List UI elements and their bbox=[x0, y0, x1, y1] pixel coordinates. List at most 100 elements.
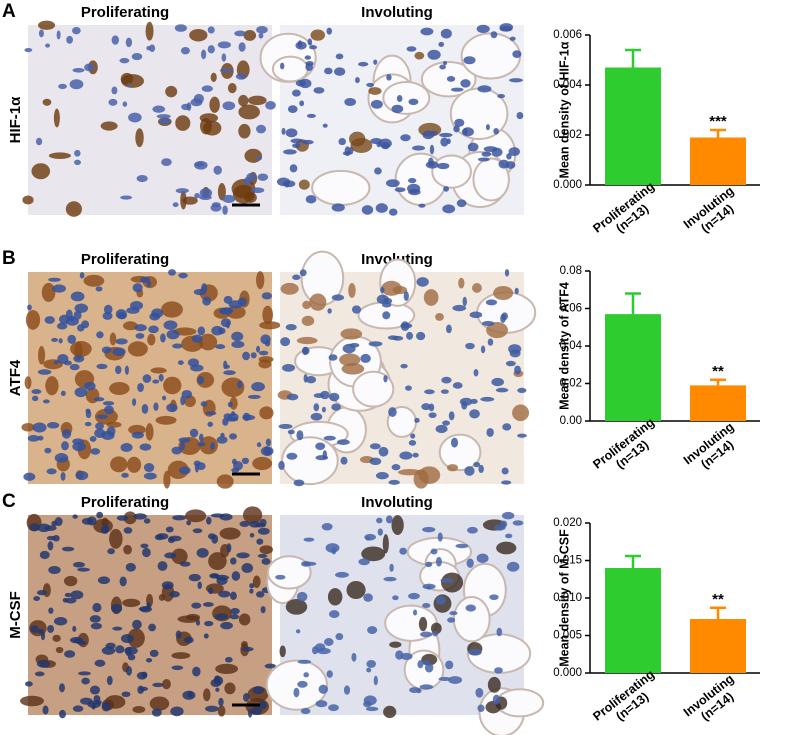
nucleus bbox=[504, 269, 510, 277]
nucleus bbox=[241, 457, 250, 465]
stain bbox=[418, 616, 428, 632]
nucleus bbox=[164, 552, 177, 559]
nucleus bbox=[486, 427, 494, 437]
nucleus bbox=[366, 667, 372, 673]
stain bbox=[147, 333, 156, 346]
panel-letter: B bbox=[2, 248, 16, 269]
nucleus bbox=[258, 32, 264, 39]
stain bbox=[64, 575, 78, 587]
stain bbox=[22, 195, 34, 205]
nucleus bbox=[79, 272, 85, 279]
nucleus bbox=[377, 528, 383, 536]
nucleus bbox=[195, 619, 201, 626]
nucleus bbox=[116, 515, 129, 521]
nucleus bbox=[216, 576, 228, 586]
nucleus bbox=[335, 53, 344, 60]
nucleus bbox=[174, 24, 187, 32]
nucleus bbox=[260, 606, 266, 614]
stain bbox=[298, 179, 310, 190]
nucleus bbox=[230, 557, 237, 565]
nucleus bbox=[220, 621, 233, 630]
nucleus bbox=[151, 708, 162, 717]
nucleus bbox=[338, 138, 346, 146]
nucleus bbox=[153, 402, 159, 411]
column-header: Involuting bbox=[361, 494, 433, 511]
column-header: Proliferating bbox=[81, 251, 169, 268]
stain bbox=[198, 333, 218, 351]
nucleus bbox=[287, 429, 295, 435]
nucleus bbox=[208, 587, 214, 595]
stain bbox=[446, 464, 459, 472]
nucleus bbox=[37, 523, 51, 533]
nucleus bbox=[92, 602, 102, 613]
nucleus bbox=[24, 47, 33, 53]
nucleus bbox=[293, 479, 305, 487]
nucleus bbox=[278, 423, 293, 430]
bar bbox=[605, 67, 661, 185]
nucleus bbox=[180, 47, 190, 55]
stain bbox=[327, 588, 343, 606]
nucleus bbox=[297, 659, 312, 664]
nucleus bbox=[370, 99, 383, 109]
nucleus bbox=[387, 335, 399, 340]
y-tick-label: 0.006 bbox=[553, 29, 582, 41]
stain bbox=[127, 341, 148, 357]
stain bbox=[210, 72, 217, 83]
stain bbox=[109, 382, 130, 395]
nucleus bbox=[125, 37, 133, 48]
nucleus bbox=[304, 55, 311, 60]
nucleus bbox=[148, 623, 157, 632]
nucleus bbox=[290, 138, 304, 144]
nucleus bbox=[360, 353, 371, 363]
nucleus bbox=[36, 589, 47, 596]
nucleus bbox=[74, 303, 89, 313]
stain bbox=[252, 456, 273, 471]
nucleus bbox=[449, 611, 458, 616]
nucleus bbox=[441, 376, 452, 384]
nucleus bbox=[85, 409, 92, 419]
nucleus bbox=[81, 517, 93, 525]
nucleus bbox=[323, 435, 336, 441]
nucleus bbox=[403, 291, 409, 301]
nucleus bbox=[226, 543, 232, 553]
nucleus bbox=[42, 399, 50, 404]
nucleus bbox=[215, 687, 220, 692]
nucleus bbox=[202, 296, 212, 306]
column-header: Proliferating bbox=[81, 4, 169, 21]
nucleus bbox=[165, 526, 174, 533]
row-label: ATF4 bbox=[7, 359, 24, 396]
nucleus bbox=[168, 591, 180, 598]
nucleus bbox=[427, 49, 441, 60]
nucleus bbox=[209, 573, 220, 579]
nucleus bbox=[322, 123, 328, 128]
stain bbox=[70, 340, 92, 357]
nucleus bbox=[400, 652, 413, 661]
nucleus bbox=[368, 341, 383, 347]
lumen bbox=[452, 595, 491, 643]
nucleus bbox=[192, 528, 203, 534]
nucleus bbox=[392, 595, 399, 601]
nucleus bbox=[225, 656, 233, 663]
nucleus bbox=[210, 203, 222, 212]
nucleus bbox=[514, 365, 521, 375]
nucleus bbox=[406, 331, 414, 340]
stain bbox=[122, 598, 141, 608]
nucleus bbox=[375, 471, 389, 480]
nucleus bbox=[363, 695, 377, 706]
nucleus bbox=[65, 597, 77, 604]
significance: ** bbox=[712, 363, 724, 380]
nucleus bbox=[285, 323, 297, 331]
y-tick-label: 0.020 bbox=[553, 517, 582, 529]
y-tick-label: 0.04 bbox=[560, 340, 583, 352]
nucleus bbox=[469, 409, 480, 419]
nucleus bbox=[448, 676, 463, 684]
nucleus bbox=[505, 360, 516, 367]
nucleus bbox=[171, 446, 182, 455]
nucleus bbox=[299, 269, 307, 277]
y-axis-label: Mean density of M-CSF bbox=[557, 529, 571, 667]
nucleus bbox=[440, 28, 452, 39]
nucleus bbox=[197, 376, 205, 385]
nucleus bbox=[229, 614, 240, 620]
nucleus bbox=[331, 203, 345, 212]
nucleus bbox=[186, 520, 192, 526]
